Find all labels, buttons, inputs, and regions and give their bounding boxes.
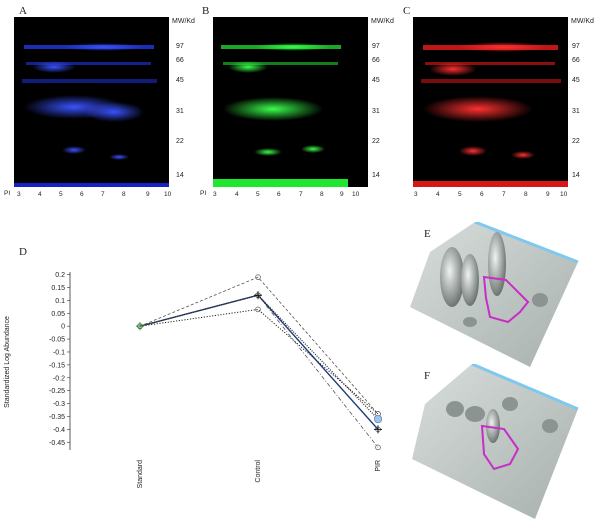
y-tick-label: -0.2 [53, 375, 65, 382]
mw-marker: 31 [572, 108, 580, 115]
pi-tick: 8 [122, 191, 126, 198]
series-line-dotted [139, 308, 379, 415]
mw-marker: 31 [176, 108, 184, 115]
highlighted-point [373, 414, 383, 424]
series-line-solid-mean [139, 294, 379, 430]
panel-label-d: D [19, 246, 27, 258]
data-point-marker [375, 444, 381, 451]
pi-tick: 7 [299, 191, 303, 198]
data-point-marker [255, 274, 261, 280]
pi-tick: 6 [80, 191, 84, 198]
series-line-dashdot [139, 294, 379, 448]
mw-marker: 66 [572, 57, 580, 64]
pi-tick: 5 [256, 191, 260, 198]
panel-label-e: E [424, 228, 431, 240]
mw-marker: 14 [176, 172, 184, 179]
pi-tick: 9 [546, 191, 550, 198]
gel-image-green [213, 17, 368, 187]
y-tick-label: -0.3 [53, 401, 65, 408]
gel-image-red [413, 17, 568, 187]
pi-tick: 3 [17, 191, 21, 198]
pi-tick: 10 [560, 191, 568, 198]
mw-marker: 66 [176, 57, 184, 64]
pi-tick: 9 [146, 191, 150, 198]
y-tick-label: 0 [61, 324, 65, 331]
y-tick-label: 0.05 [51, 311, 65, 318]
gel-image-blue [14, 17, 169, 187]
y-tick-label: -0.05 [49, 337, 65, 344]
y-tick-label: -0.35 [49, 414, 65, 421]
pi-tick: 4 [38, 191, 42, 198]
y-axis-label: Standardized Log Abundance [4, 316, 11, 408]
pi-tick: 10 [164, 191, 172, 198]
mw-marker: 14 [372, 172, 380, 179]
mean-cross-marker [374, 425, 382, 434]
x-category-label: Control [255, 460, 262, 483]
pi-tick: 7 [502, 191, 506, 198]
mw-marker: 97 [176, 43, 184, 50]
y-tick-label: -0.4 [53, 427, 65, 434]
pi-label-b: PI [200, 190, 207, 197]
y-tick-label: -0.15 [49, 362, 65, 369]
surface-plot-f [412, 364, 579, 519]
mw-header-a: MW/Kd [172, 18, 195, 25]
pi-tick: 4 [436, 191, 440, 198]
pi-tick: 8 [524, 191, 528, 198]
mw-marker: 14 [572, 172, 580, 179]
y-tick-label: 0.1 [55, 298, 65, 305]
mw-marker: 97 [572, 43, 580, 50]
abundance-line-chart: 0.2 0.15 0.1 0.05 0 -0.05 -0.1 -0.15 -0.2 -0.25 -0… [4, 272, 383, 489]
panel-label-c: C [403, 5, 411, 17]
y-tick-label: -0.1 [53, 349, 65, 356]
mw-marker: 22 [572, 138, 580, 145]
pi-tick: 5 [59, 191, 63, 198]
mw-marker: 22 [372, 138, 380, 145]
y-tick-label: 0.15 [51, 285, 65, 292]
mw-marker: 31 [372, 108, 380, 115]
x-category-label: Standard [137, 460, 144, 489]
mean-cross-marker [254, 291, 262, 300]
mw-header-b: MW/Kd [371, 18, 394, 25]
pi-tick: 6 [277, 191, 281, 198]
pi-tick: 4 [235, 191, 239, 198]
mw-marker: 45 [572, 77, 580, 84]
panel-label-b: B [202, 5, 210, 17]
pi-tick: 8 [320, 191, 324, 198]
y-tick-label: -0.45 [49, 440, 65, 447]
series-line-dotted-heavy [139, 294, 379, 420]
mw-marker: 97 [372, 43, 380, 50]
pi-tick: 9 [340, 191, 344, 198]
surface-plot-e [410, 222, 579, 367]
pi-tick: 7 [101, 191, 105, 198]
mean-cross-marker [136, 322, 144, 331]
mw-marker: 45 [372, 77, 380, 84]
mw-marker: 22 [176, 138, 184, 145]
y-tick-label: 0.2 [55, 272, 65, 279]
panel-label-a: A [19, 5, 27, 17]
series-line-dashed [139, 276, 379, 415]
mw-header-c: MW/Kd [571, 18, 594, 25]
y-tick-label: -0.25 [49, 388, 65, 395]
pi-tick: 5 [458, 191, 462, 198]
panel-label-f: F [424, 370, 431, 382]
pi-tick: 3 [213, 191, 217, 198]
mw-marker: 45 [176, 77, 184, 84]
data-point-marker [255, 306, 261, 313]
mw-marker: 66 [372, 57, 380, 64]
pi-tick: 10 [352, 191, 360, 198]
pi-tick: 3 [414, 191, 418, 198]
pi-label-a: PI [4, 190, 11, 197]
pi-tick: 6 [480, 191, 484, 198]
x-category-label: PIR [375, 460, 382, 472]
